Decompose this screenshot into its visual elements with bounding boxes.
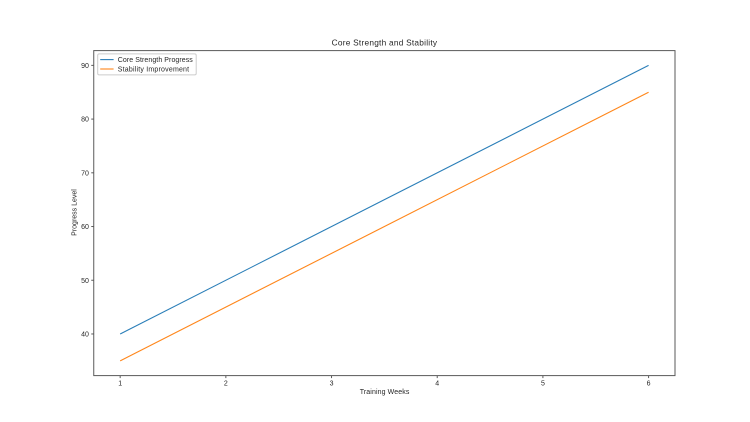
svg-text:4: 4 (435, 381, 439, 388)
svg-text:6: 6 (647, 381, 651, 388)
svg-text:Stability Improvement: Stability Improvement (118, 67, 190, 74)
svg-text:Training Weeks: Training Weeks (360, 389, 410, 396)
svg-text:3: 3 (330, 381, 334, 388)
svg-text:Core Strength Progress: Core Strength Progress (118, 57, 194, 64)
svg-text:1: 1 (118, 381, 122, 388)
svg-text:60: 60 (81, 224, 89, 231)
svg-text:40: 40 (81, 332, 89, 339)
svg-text:Progress Level: Progress Level (72, 189, 79, 236)
svg-text:50: 50 (81, 278, 89, 285)
svg-text:90: 90 (81, 63, 89, 70)
svg-text:80: 80 (81, 117, 89, 124)
svg-text:Core Strength and Stability: Core Strength and Stability (332, 37, 438, 47)
svg-text:2: 2 (224, 381, 228, 388)
svg-text:70: 70 (81, 170, 89, 177)
svg-text:5: 5 (541, 381, 545, 388)
